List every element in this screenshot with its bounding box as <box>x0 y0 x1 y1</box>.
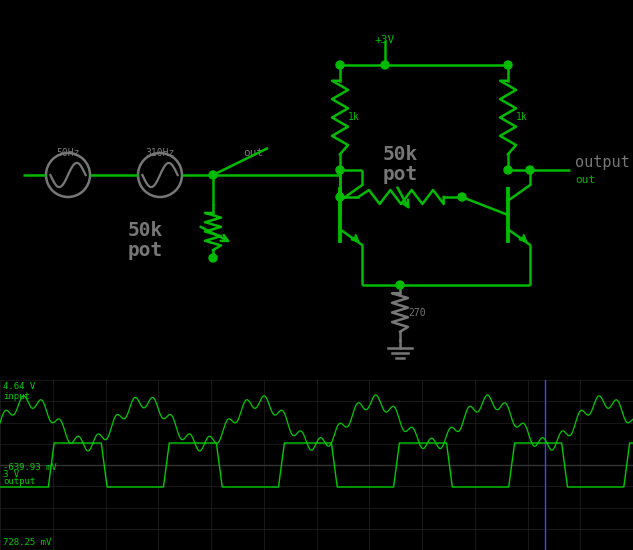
Text: output: output <box>575 155 630 169</box>
Circle shape <box>526 166 534 174</box>
Circle shape <box>396 281 404 289</box>
Circle shape <box>504 166 512 174</box>
Text: 728.25 mV: 728.25 mV <box>3 538 51 547</box>
Circle shape <box>504 61 512 69</box>
Text: 1k: 1k <box>348 113 360 123</box>
Text: pot: pot <box>127 240 163 260</box>
Circle shape <box>336 166 344 174</box>
Text: pot: pot <box>382 166 418 184</box>
Text: output: output <box>3 477 35 486</box>
Text: +3V: +3V <box>375 35 395 45</box>
Text: 270: 270 <box>408 307 425 317</box>
Circle shape <box>458 193 466 201</box>
Circle shape <box>381 61 389 69</box>
Circle shape <box>336 61 344 69</box>
Text: out: out <box>575 175 595 185</box>
Text: 4.64 V: 4.64 V <box>3 382 35 391</box>
Text: 50k: 50k <box>382 146 418 164</box>
Text: 3 V: 3 V <box>3 470 19 479</box>
Circle shape <box>336 193 344 201</box>
Text: -639.93 mV: -639.93 mV <box>3 463 57 472</box>
Circle shape <box>209 254 217 262</box>
Text: 310Hz: 310Hz <box>146 148 175 158</box>
Text: 50Hz: 50Hz <box>56 148 80 158</box>
Text: 1k: 1k <box>516 113 528 123</box>
Text: out: out <box>243 148 263 158</box>
Text: input: input <box>3 392 30 401</box>
Circle shape <box>209 171 217 179</box>
Text: 50k: 50k <box>127 221 163 239</box>
